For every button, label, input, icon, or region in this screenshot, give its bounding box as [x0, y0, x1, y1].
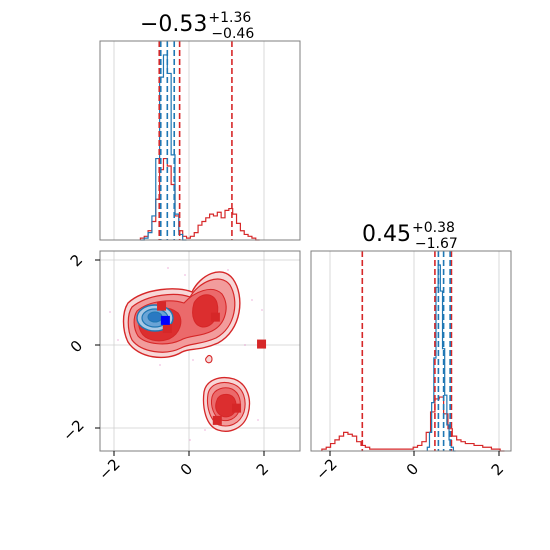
marginal-y-title: 0.45+0.38 −1.67 [362, 220, 458, 252]
marginal-y-x-tick-label: −2 [312, 455, 340, 483]
scatter-point [184, 274, 186, 276]
scatter-point [109, 311, 111, 313]
marginal-x-title-value: −0.53 [140, 12, 207, 37]
marginal-x-frame [99, 40, 301, 241]
scatter-point [189, 439, 191, 441]
marginal-x-quantile-lines [158, 41, 233, 240]
joint-x-ticks [113, 451, 265, 456]
scatter-point [257, 419, 259, 421]
joint-marker [162, 324, 172, 334]
marginal-y-quantile-lines [361, 251, 453, 451]
joint-markers [157, 301, 267, 425]
marginal-y-title-value: 0.45 [362, 222, 411, 247]
scatter-point [251, 299, 253, 301]
joint-frame [99, 250, 301, 452]
marginal-x-title-lower: −0.46 [211, 26, 254, 42]
blue-contour-inner [147, 311, 163, 323]
marginal-x-grid [113, 41, 265, 240]
joint-y-tick-label: −2 [59, 416, 87, 444]
marginal-y-histograms [321, 264, 505, 452]
joint-y-tick-label: 0 [67, 337, 86, 356]
histogram-step-line [426, 264, 456, 452]
scatter-point [159, 364, 161, 366]
marginal-x-title: −0.53+1.36 −0.46 [140, 10, 254, 42]
histogram-step-line [139, 157, 260, 241]
marginal-y-panel: −2 0 2 0.45+0.38 −1.67 [310, 220, 512, 484]
joint-marker [157, 301, 167, 311]
scatter-point [204, 429, 206, 431]
marginal-y-title-upper: +0.38 [412, 220, 455, 236]
marginal-y-x-tick-label: 2 [488, 460, 507, 479]
marginal-y-x-tick-label: 0 [403, 460, 422, 479]
joint-x-tick-label: −2 [95, 455, 123, 483]
scatter-point [167, 267, 169, 269]
marginal-y-title-lower: −1.67 [415, 236, 458, 252]
scatter-point [244, 344, 246, 346]
histogram-step-line [321, 396, 505, 452]
scatter-point [227, 269, 229, 271]
joint-x-tick-label: 2 [253, 460, 272, 479]
scatter-point [261, 309, 263, 311]
joint-marker [212, 415, 222, 425]
marginal-y-grid [329, 251, 500, 451]
joint-marker [160, 315, 170, 325]
scatter-point [117, 339, 119, 341]
contour-lower-core [215, 393, 237, 418]
contour-small-island [205, 354, 213, 364]
marginal-y-x-ticks [329, 451, 500, 456]
scatter-point [192, 359, 194, 361]
joint-y-ticks [95, 259, 100, 429]
joint-marker [210, 312, 220, 322]
marginal-x-histograms [139, 54, 260, 241]
joint-x-tick-label: 0 [177, 460, 196, 479]
marginal-x-panel: −0.53+1.36 −0.46 [99, 10, 301, 241]
joint-panel: −2 0 2 2 0 −2 [59, 250, 301, 484]
joint-marker [232, 403, 242, 413]
red-contours [122, 271, 251, 432]
joint-y-tick-label: 2 [67, 251, 86, 270]
joint-marker [257, 339, 267, 349]
marginal-x-title-upper: +1.36 [208, 10, 251, 26]
marginal-y-frame [310, 250, 512, 452]
